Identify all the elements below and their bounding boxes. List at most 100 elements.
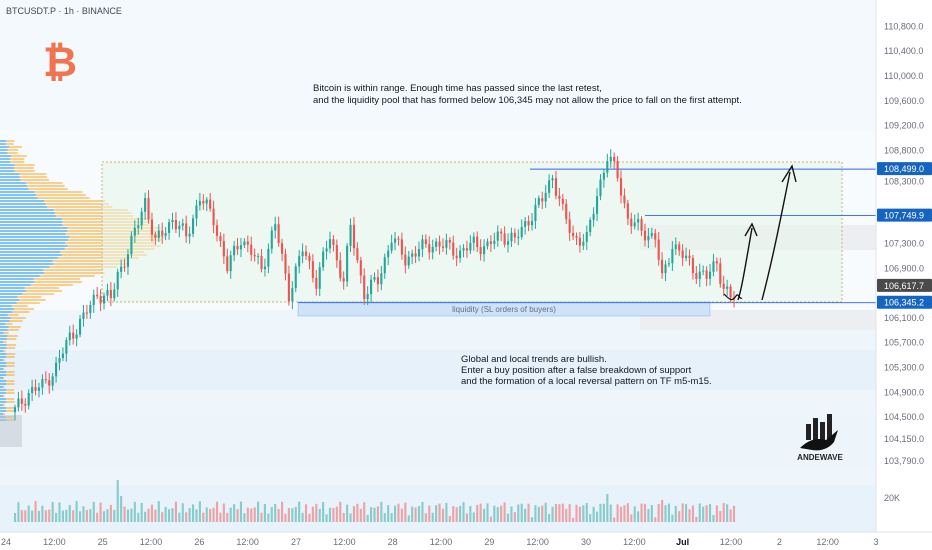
volume-bar: [126, 509, 130, 522]
range-box: [101, 161, 843, 303]
profile-sell: [7, 149, 19, 151]
volume-bar: [222, 503, 225, 522]
candle-body: [75, 334, 78, 339]
candle-body: [582, 241, 585, 246]
candle-body: [359, 260, 362, 276]
candle-body: [212, 208, 215, 226]
candle-body: [506, 241, 510, 245]
volume-bar: [233, 504, 236, 522]
volume-bar: [404, 502, 407, 522]
profile-sell: [39, 275, 95, 277]
price-tick-label: 107,300.0: [884, 239, 924, 249]
volume-bar: [212, 507, 215, 522]
profile-buy: [0, 203, 46, 205]
volume-bar: [606, 494, 609, 522]
candle-body: [61, 353, 64, 358]
volume-bar: [120, 496, 123, 522]
volume-bar: [722, 503, 725, 522]
volume-bar: [524, 508, 527, 522]
time-tick-label: 12:00: [430, 537, 453, 547]
candle-body: [483, 246, 486, 255]
candle-body: [558, 195, 561, 199]
profile-buy: [0, 158, 11, 160]
candle-body: [191, 218, 195, 234]
volume-bar: [332, 507, 335, 522]
candle-body: [702, 270, 705, 272]
profile-buy: [0, 302, 17, 304]
candle-body: [113, 289, 116, 299]
profile-buy: [0, 251, 61, 253]
band-3: [0, 350, 876, 390]
candle-body: [688, 255, 691, 259]
candle-body: [280, 243, 284, 254]
volume-bar: [78, 511, 82, 522]
candle-body: [441, 246, 445, 248]
candle-body: [435, 241, 438, 247]
profile-sell: [6, 410, 15, 412]
volume-bar: [72, 510, 75, 522]
candle-body: [287, 273, 290, 302]
volume-bar: [144, 511, 147, 522]
profile-sell: [27, 185, 65, 187]
profile-buy: [0, 209, 54, 211]
candle-body: [729, 286, 732, 298]
profile-sell: [11, 155, 27, 157]
profile-buy: [0, 200, 45, 202]
profile-buy: [0, 308, 15, 310]
candle-body: [205, 199, 208, 204]
candle-body: [609, 156, 612, 162]
price-badge-label: 106,345.2: [884, 298, 924, 308]
profile-buy: [0, 224, 63, 226]
candle-body: [140, 211, 143, 226]
candle-body: [674, 244, 677, 250]
volume-bar: [287, 508, 290, 522]
candle-body: [452, 242, 455, 256]
candle-body: [123, 266, 126, 268]
candle-body: [41, 379, 44, 388]
profile-sell: [49, 266, 118, 268]
price-tick-label: 104,150.0: [884, 434, 924, 444]
volume-bar: [270, 507, 273, 522]
volume-bar: [589, 514, 592, 522]
volume-bar: [551, 506, 554, 522]
candle-body: [277, 224, 280, 244]
volume-bar: [147, 508, 150, 522]
volume-bar: [619, 506, 623, 522]
volume-bar: [493, 505, 496, 522]
profile-buy: [0, 194, 37, 196]
volume-bars: [13, 480, 736, 522]
profile-sell: [30, 284, 73, 286]
price-tick-label: 109,600.0: [884, 96, 924, 106]
volume-bar: [428, 505, 431, 522]
volume-bar: [65, 509, 68, 522]
andewave-logo: ANDEWAVE: [797, 414, 843, 462]
profile-buy: [0, 260, 53, 262]
candle-body: [20, 398, 23, 404]
volume-bar: [13, 513, 17, 522]
candle-body: [513, 232, 516, 238]
volume-bar: [181, 503, 184, 522]
candle-body: [137, 225, 140, 228]
candle-body: [294, 266, 297, 289]
candle-body: [606, 161, 609, 173]
volume-bar: [96, 512, 99, 522]
volume-bar: [280, 501, 284, 522]
volume-bar: [137, 512, 140, 522]
profile-sell: [16, 302, 40, 304]
volume-bar: [263, 503, 266, 522]
profile-buy: [0, 206, 48, 208]
volume-bar: [561, 503, 564, 522]
volume-bar: [414, 507, 417, 522]
profile-sell: [53, 263, 128, 265]
candle-body: [116, 271, 119, 290]
profile-buy: [0, 314, 8, 316]
volume-bar: [712, 514, 715, 522]
volume-bar: [527, 503, 530, 522]
price-tick-label: 104,900.0: [884, 387, 924, 397]
price-tick-label: 106,100.0: [884, 313, 924, 323]
volume-bar: [219, 512, 222, 522]
profile-buy: [0, 401, 7, 403]
volume-bar: [322, 502, 325, 522]
volume-bar: [51, 502, 54, 522]
profile-buy: [0, 170, 15, 172]
